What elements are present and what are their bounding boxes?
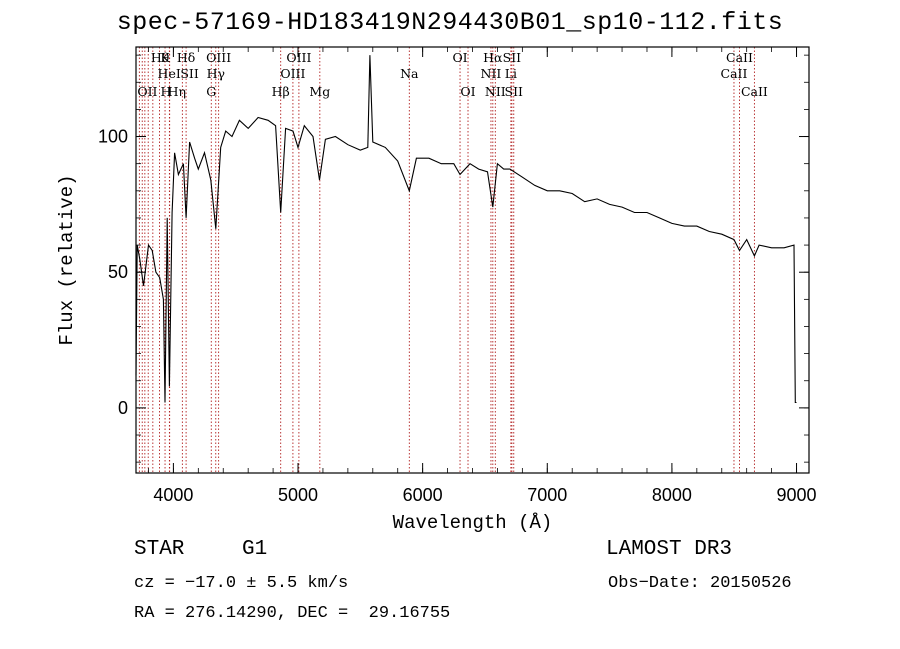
x-tick-label: 8000: [652, 485, 692, 505]
coordinates: RA = 276.14290, DEC = 29.16755: [134, 604, 451, 623]
y-tick-label: 0: [118, 398, 128, 418]
line-label: H: [160, 84, 171, 99]
y-axis: 0 50 100: [98, 54, 809, 463]
line-labels: OIIHθHeIKHηHSIIHδGHγOIIIHβOIIIOIIIMgNaOI…: [137, 50, 768, 99]
y-tick-label: 100: [98, 127, 128, 147]
line-label: SII: [505, 84, 524, 99]
line-label: Hα: [483, 50, 503, 65]
plot-frame: [135, 46, 810, 474]
line-label: Hθ: [151, 50, 169, 65]
line-label: OI: [460, 84, 475, 99]
line-label: Hη: [168, 84, 186, 99]
survey-name: LAMOST DR3: [606, 538, 733, 561]
chart-title: spec-57169-HD183419N294430B01_sp10-112.f…: [116, 8, 784, 37]
line-label: Hβ: [272, 84, 290, 99]
x-tick-label: 5000: [278, 485, 318, 505]
obs-date: Obs−Date: 20150526: [608, 574, 792, 593]
redshift-value: cz = −17.0 ± 5.5 km/s: [134, 574, 349, 593]
line-label: Li: [505, 66, 517, 81]
object-subclass: G1: [242, 538, 268, 561]
line-label: OIII: [206, 50, 231, 65]
y-tick-label: 50: [108, 262, 128, 282]
line-label: CaII: [726, 50, 753, 65]
x-axis-label: Wavelength (Å): [393, 512, 553, 534]
line-label: SII: [180, 66, 199, 81]
line-label: Mg: [309, 84, 330, 99]
x-tick-label: 4000: [153, 485, 193, 505]
line-label: K: [160, 50, 170, 65]
line-label: NII: [481, 66, 502, 81]
line-label: OIII: [286, 50, 311, 65]
flux-series-line: [135, 55, 797, 404]
object-class: STAR: [134, 538, 185, 561]
line-label: OII: [137, 84, 157, 99]
line-label: HeI: [158, 66, 181, 81]
line-label: OIII: [280, 66, 305, 81]
x-axis: 4000 5000 6000 7000 8000 9000: [148, 47, 817, 505]
line-label: Hγ: [207, 66, 225, 81]
line-label: CaII: [741, 84, 768, 99]
line-label: OI: [452, 50, 467, 65]
y-axis-label: Flux (relative): [56, 174, 78, 345]
line-label: SII: [503, 50, 522, 65]
x-tick-label: 6000: [403, 485, 443, 505]
line-label: CaII: [721, 66, 748, 81]
line-label: Na: [400, 66, 419, 81]
line-label: Hδ: [177, 50, 195, 65]
line-label: NII: [485, 84, 506, 99]
line-label: G: [206, 84, 216, 99]
emission-line-markers: [138, 47, 755, 473]
x-tick-label: 7000: [527, 485, 567, 505]
x-tick-label: 9000: [777, 485, 817, 505]
